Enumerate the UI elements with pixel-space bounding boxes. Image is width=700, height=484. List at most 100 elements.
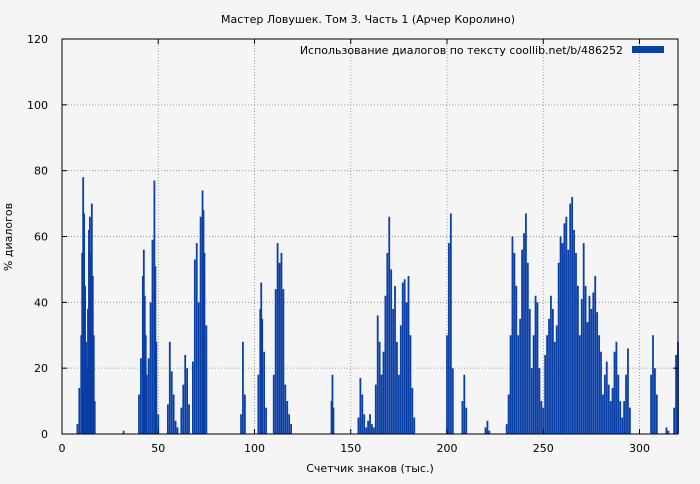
- bar: [272, 374, 275, 434]
- bar: [89, 216, 91, 434]
- bar: [448, 243, 450, 434]
- bar: [83, 213, 86, 434]
- bar: [260, 282, 263, 434]
- y-tick-label: 0: [41, 428, 48, 441]
- bar: [573, 229, 575, 434]
- bar: [240, 414, 242, 434]
- bar: [555, 325, 558, 435]
- bar: [613, 351, 616, 434]
- ticks: 0 20 40 60 80 100 120 0 50 100 150 200 250 300: [27, 33, 678, 455]
- bar: [186, 368, 189, 434]
- bar: [463, 374, 466, 434]
- bar: [85, 341, 87, 434]
- bar: [149, 302, 152, 434]
- bar: [517, 335, 520, 434]
- bar: [567, 249, 570, 434]
- bar: [571, 197, 574, 434]
- x-tick-label: 150: [340, 442, 361, 455]
- bar: [590, 308, 593, 434]
- bar: [332, 407, 335, 434]
- bar: [86, 368, 88, 434]
- bar: [372, 427, 375, 434]
- bar: [550, 295, 552, 434]
- bar: [369, 414, 371, 434]
- bar: [538, 368, 541, 434]
- bar: [363, 414, 366, 434]
- legend-label: Использование диалогов по тексту coollib…: [300, 44, 623, 57]
- bar: [282, 289, 285, 434]
- bar: [609, 401, 612, 434]
- bar: [331, 374, 334, 434]
- bar: [144, 335, 147, 434]
- bar: [259, 308, 262, 434]
- bar: [519, 318, 522, 434]
- y-axis-label: % диалогов: [2, 203, 15, 271]
- bar: [274, 289, 277, 434]
- bar: [586, 322, 589, 434]
- bar: [145, 374, 148, 434]
- bar: [182, 384, 185, 435]
- bar: [507, 394, 510, 434]
- bar: [577, 285, 579, 435]
- bar: [446, 335, 448, 434]
- bar: [611, 387, 614, 434]
- bar: [536, 302, 539, 434]
- chart-title: Мастер Ловушек. Том 3. Часть 1 (Арчер Ко…: [221, 13, 515, 26]
- bar: [563, 223, 566, 434]
- y-tick-label: 40: [34, 296, 48, 309]
- bar: [655, 394, 658, 434]
- bar: [505, 424, 508, 435]
- x-axis-label: Счетчик знаков (тыс.): [306, 462, 434, 475]
- bar: [93, 401, 96, 434]
- bar: [526, 262, 529, 434]
- bar: [286, 401, 289, 434]
- bar: [602, 394, 604, 434]
- bar: [90, 203, 93, 434]
- bar: [607, 384, 610, 435]
- bar: [513, 252, 516, 434]
- bar: [151, 239, 154, 434]
- bar: [532, 335, 535, 434]
- bar: [197, 302, 200, 434]
- bar: [138, 394, 140, 434]
- bar: [405, 302, 408, 434]
- bar: [665, 427, 668, 434]
- bar: [409, 335, 412, 434]
- bar: [243, 394, 246, 434]
- bar: [588, 295, 591, 434]
- bar: [650, 374, 652, 434]
- bar: [511, 236, 514, 434]
- bar: [617, 374, 620, 434]
- bar: [548, 318, 550, 434]
- bar: [652, 335, 654, 434]
- bar: [378, 341, 381, 434]
- bar: [89, 252, 92, 434]
- bar: [174, 420, 177, 434]
- bar: [157, 414, 160, 434]
- bar: [84, 285, 86, 435]
- bars: [76, 177, 679, 435]
- bar: [384, 295, 387, 434]
- bar: [374, 384, 377, 435]
- bar: [284, 384, 287, 435]
- bar: [523, 233, 525, 434]
- bar: [172, 394, 175, 434]
- bar: [553, 341, 556, 434]
- bar: [92, 335, 95, 434]
- bar: [575, 252, 577, 434]
- x-tick-label: 0: [59, 442, 66, 455]
- bar: [199, 216, 202, 434]
- bar: [580, 299, 583, 434]
- bar: [155, 341, 158, 434]
- bar: [578, 335, 581, 434]
- bar: [625, 374, 627, 434]
- bar: [569, 203, 572, 434]
- bar: [288, 414, 291, 434]
- bar: [195, 243, 198, 434]
- y-tick-label: 80: [34, 165, 48, 178]
- bar: [201, 190, 204, 434]
- bar: [357, 417, 360, 434]
- bar: [371, 424, 373, 435]
- bar: [667, 430, 670, 434]
